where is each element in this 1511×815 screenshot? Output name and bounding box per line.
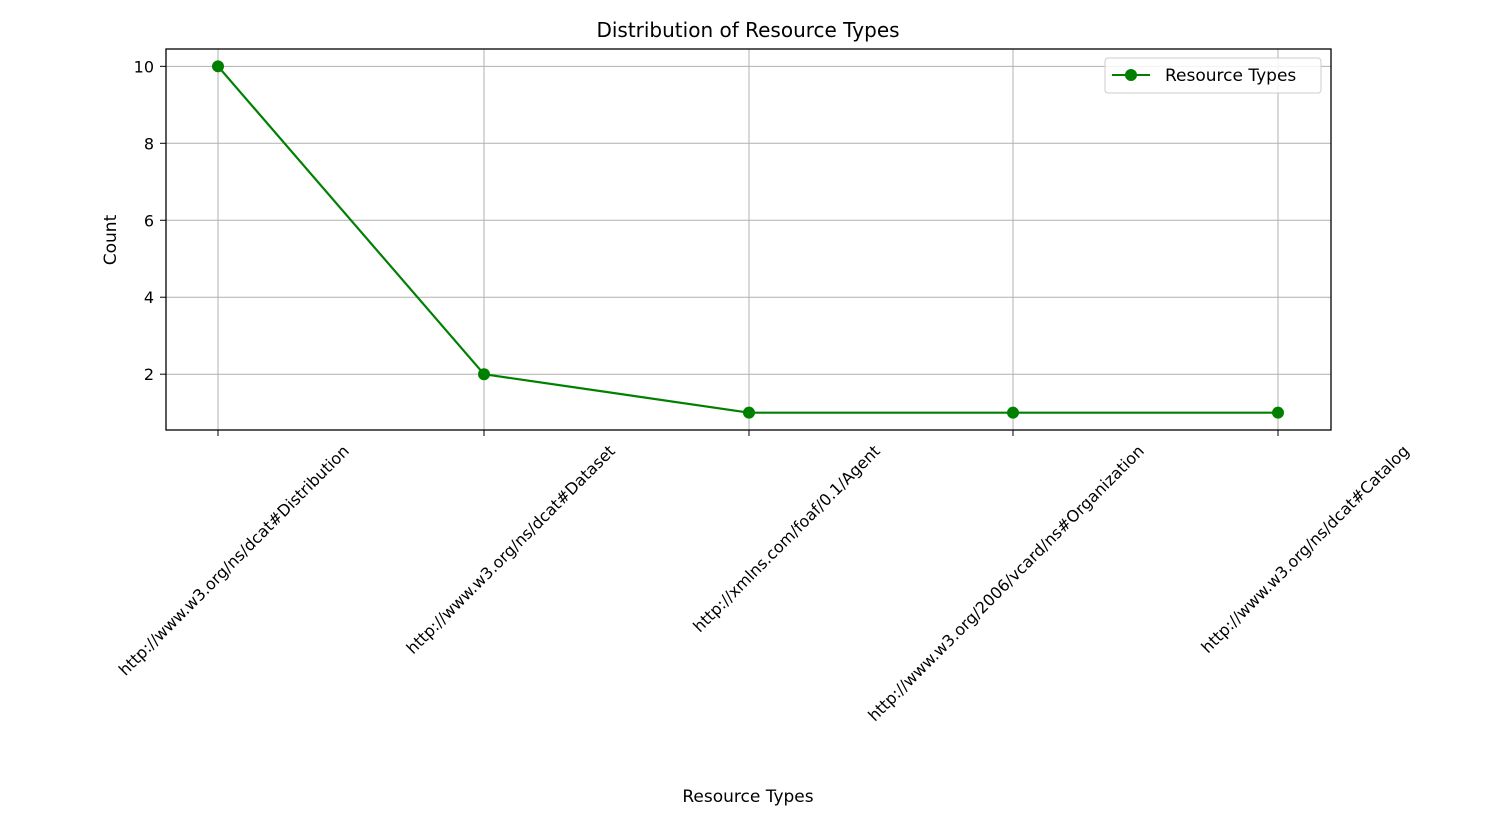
series-line	[217, 65, 1278, 414]
x-tick-label: http://www.w3.org/2006/vcard/ns#Organiza…	[864, 441, 1148, 725]
data-point-marker	[212, 60, 224, 73]
legend-box	[1104, 57, 1322, 94]
legend-marker-swatch	[1125, 69, 1137, 81]
x-axis: http://www.w3.org/ns/dcat#Distribution ht…	[115, 430, 1413, 725]
y-tick-label: 6	[144, 211, 154, 230]
y-tick-label: 4	[144, 288, 154, 307]
legend-label: Resource Types	[1165, 66, 1296, 86]
legend: Resource Types	[1104, 57, 1322, 94]
y-tick-label: 2	[144, 365, 154, 384]
x-tick-label: http://www.w3.org/ns/dcat#Distribution	[115, 441, 353, 679]
x-tick-label: http://xmlns.com/foaf/0.1/Agent	[689, 441, 884, 636]
y-axis: 2 4 6 8 10	[134, 57, 166, 384]
data-point-marker	[1007, 406, 1019, 419]
data-point-marker	[743, 406, 755, 419]
data-point-marker	[1272, 406, 1284, 419]
series-group	[212, 60, 1284, 419]
data-point-marker	[478, 368, 490, 381]
y-axis-label: Count	[101, 214, 121, 265]
x-tick-label: http://www.w3.org/ns/dcat#Catalog	[1197, 441, 1412, 656]
x-tick-label: http://www.w3.org/ns/dcat#Dataset	[403, 441, 619, 657]
grid	[166, 49, 1331, 430]
chart-title: Distribution of Resource Types	[596, 18, 899, 42]
y-tick-label: 8	[144, 134, 154, 153]
x-axis-label: Resource Types	[682, 787, 813, 807]
y-tick-label: 10	[134, 57, 154, 76]
